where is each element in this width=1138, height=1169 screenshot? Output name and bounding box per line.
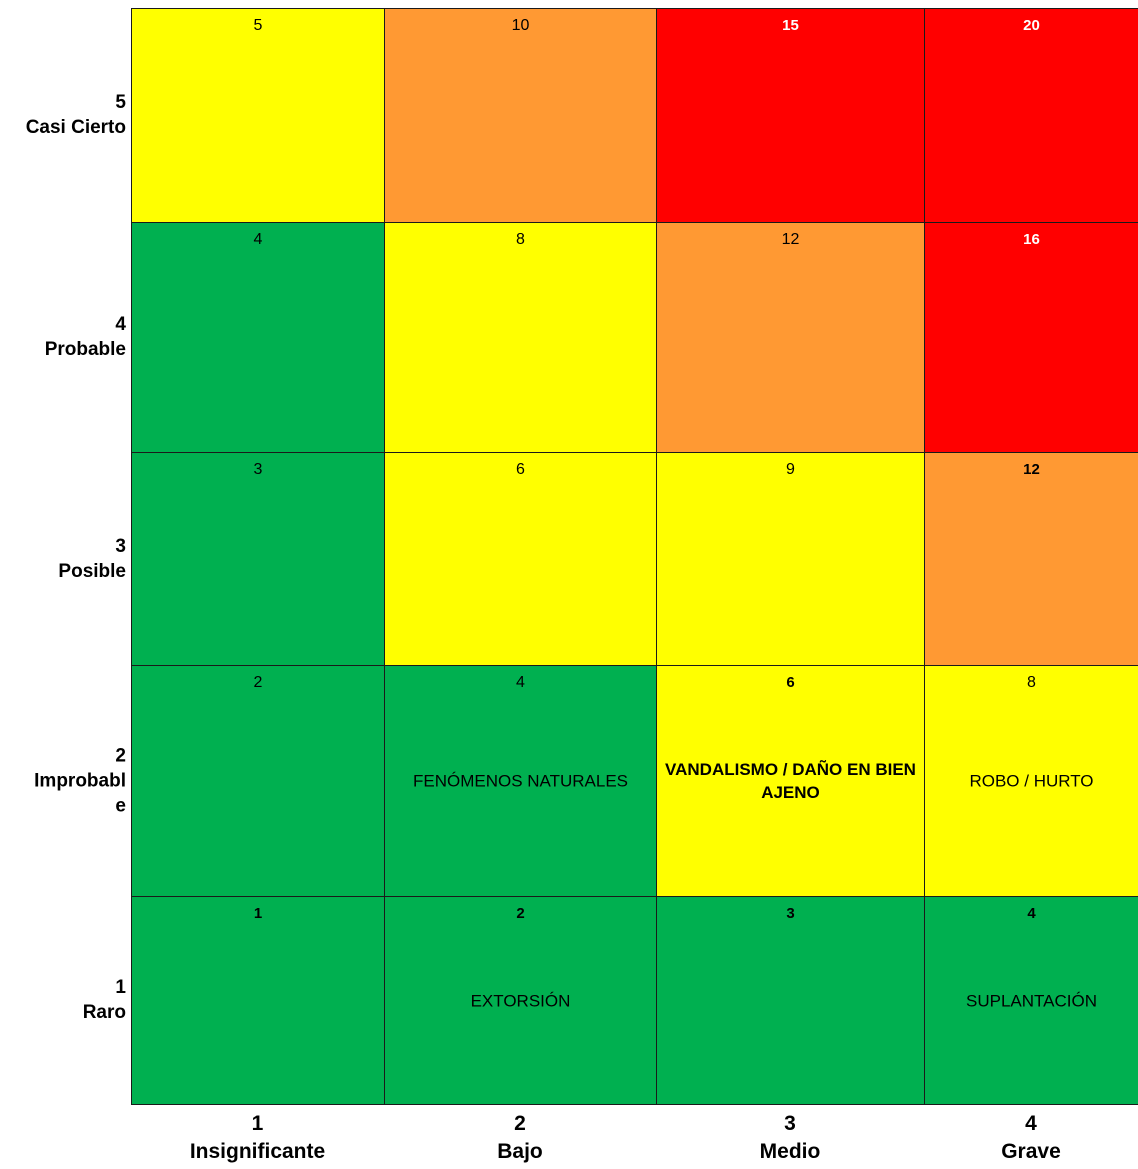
impact-level-name: Medio [759, 1140, 821, 1163]
probability-level-number: 2 [115, 745, 126, 766]
matrix-cell-improbable-bajo: 4 FENÓMENOS NATURALES [384, 665, 657, 897]
risk-score: 5 [253, 17, 263, 34]
risk-score: 12 [1023, 461, 1040, 478]
risk-score: 2 [253, 674, 263, 691]
risk-score: 4 [516, 674, 525, 691]
matrix-cell-improbable-medio: 6 VANDALISMO / DAÑO EN BIEN AJENO [656, 665, 925, 897]
risk-score: 6 [516, 461, 525, 478]
risk-score: 1 [253, 905, 263, 922]
matrix-cell-improbable-grave: 8 ROBO / HURTO [924, 665, 1138, 897]
matrix-cell-probable-bajo: 8 [384, 222, 657, 453]
risk-score: 4 [253, 231, 263, 248]
probability-level-number: 3 [115, 535, 126, 557]
risk-score: 2 [516, 905, 525, 922]
probability-level-name: Casi Cierto [25, 117, 126, 138]
risk-event-label: VANDALISMO / DAÑO EN BIEN AJENO [665, 760, 916, 802]
probability-level-number: 5 [115, 92, 126, 113]
probability-level-name: Improbabl e [34, 770, 126, 816]
risk-event-label: FENÓMENOS NATURALES [412, 771, 629, 791]
matrix-cell-casi-cierto-bajo: 10 [384, 8, 657, 223]
probability-label-posible: 3 Posible [0, 534, 126, 584]
matrix-cell-casi-cierto-medio: 15 [656, 8, 925, 223]
risk-event-label: ROBO / HURTO [969, 771, 1094, 791]
risk-score: 12 [781, 231, 800, 248]
impact-level-number: 3 [784, 1112, 796, 1135]
matrix-cell-raro-medio: 3 [656, 896, 925, 1105]
matrix-cell-raro-insignificante: 1 [131, 896, 385, 1105]
probability-level-name: Probable [44, 339, 126, 360]
risk-matrix: 5 10 15 20 4 8 12 16 3 6 9 12 2 4 FENÓMENOS NATURALES 6… [131, 8, 1138, 1105]
impact-level-name: Insignificante [189, 1140, 326, 1163]
risk-score: 8 [516, 231, 525, 248]
risk-score: 4 [1027, 905, 1036, 922]
impact-label-bajo: 2 Bajo [497, 1110, 543, 1166]
impact-label-grave: 4 Grave [1001, 1110, 1061, 1166]
risk-event-label: SUPLANTACIÓN [966, 991, 1097, 1010]
matrix-cell-improbable-insignificante: 2 [131, 665, 385, 897]
probability-label-raro: 1 Raro [0, 975, 126, 1025]
risk-score: 9 [786, 461, 795, 478]
matrix-cell-posible-insignificante: 3 [131, 452, 385, 666]
impact-level-number: 1 [251, 1112, 264, 1135]
impact-label-medio: 3 Medio [760, 1110, 821, 1166]
impact-label-insignificante: 1 Insignificante [190, 1110, 325, 1166]
matrix-cell-posible-grave: 12 [924, 452, 1138, 666]
probability-label-probable: 4 Probable [0, 312, 126, 362]
risk-score: 16 [1023, 231, 1040, 248]
probability-level-number: 1 [115, 977, 126, 998]
probability-label-improbable: 2 Improbabl e [0, 743, 126, 818]
matrix-cell-posible-medio: 9 [656, 452, 925, 666]
risk-score: 6 [786, 674, 795, 691]
matrix-cell-raro-grave: 4 SUPLANTACIÓN [924, 896, 1138, 1105]
matrix-cell-probable-insignificante: 4 [131, 222, 385, 453]
matrix-cell-posible-bajo: 6 [384, 452, 657, 666]
risk-score: 20 [1023, 17, 1040, 34]
impact-level-name: Bajo [497, 1140, 543, 1163]
matrix-cell-casi-cierto-grave: 20 [924, 8, 1138, 223]
matrix-cell-probable-medio: 12 [656, 222, 925, 453]
impact-level-name: Grave [1001, 1140, 1061, 1163]
risk-score: 15 [782, 17, 799, 34]
matrix-cell-probable-grave: 16 [924, 222, 1138, 453]
risk-score: 8 [1027, 674, 1036, 691]
matrix-cell-raro-bajo: 2 EXTORSIÓN [384, 896, 657, 1105]
probability-level-name: Posible [58, 560, 126, 582]
risk-score: 3 [786, 905, 795, 922]
risk-score: 10 [511, 17, 530, 34]
probability-level-number: 4 [115, 314, 126, 335]
probability-level-name: Raro [82, 1002, 126, 1023]
risk-event-label: EXTORSIÓN [470, 991, 571, 1010]
risk-score: 3 [253, 461, 263, 478]
matrix-cell-casi-cierto-insignificante: 5 [131, 8, 385, 223]
impact-level-number: 4 [1025, 1112, 1037, 1135]
probability-label-casi-cierto: 5 Casi Cierto [0, 90, 126, 140]
impact-level-number: 2 [514, 1112, 526, 1135]
